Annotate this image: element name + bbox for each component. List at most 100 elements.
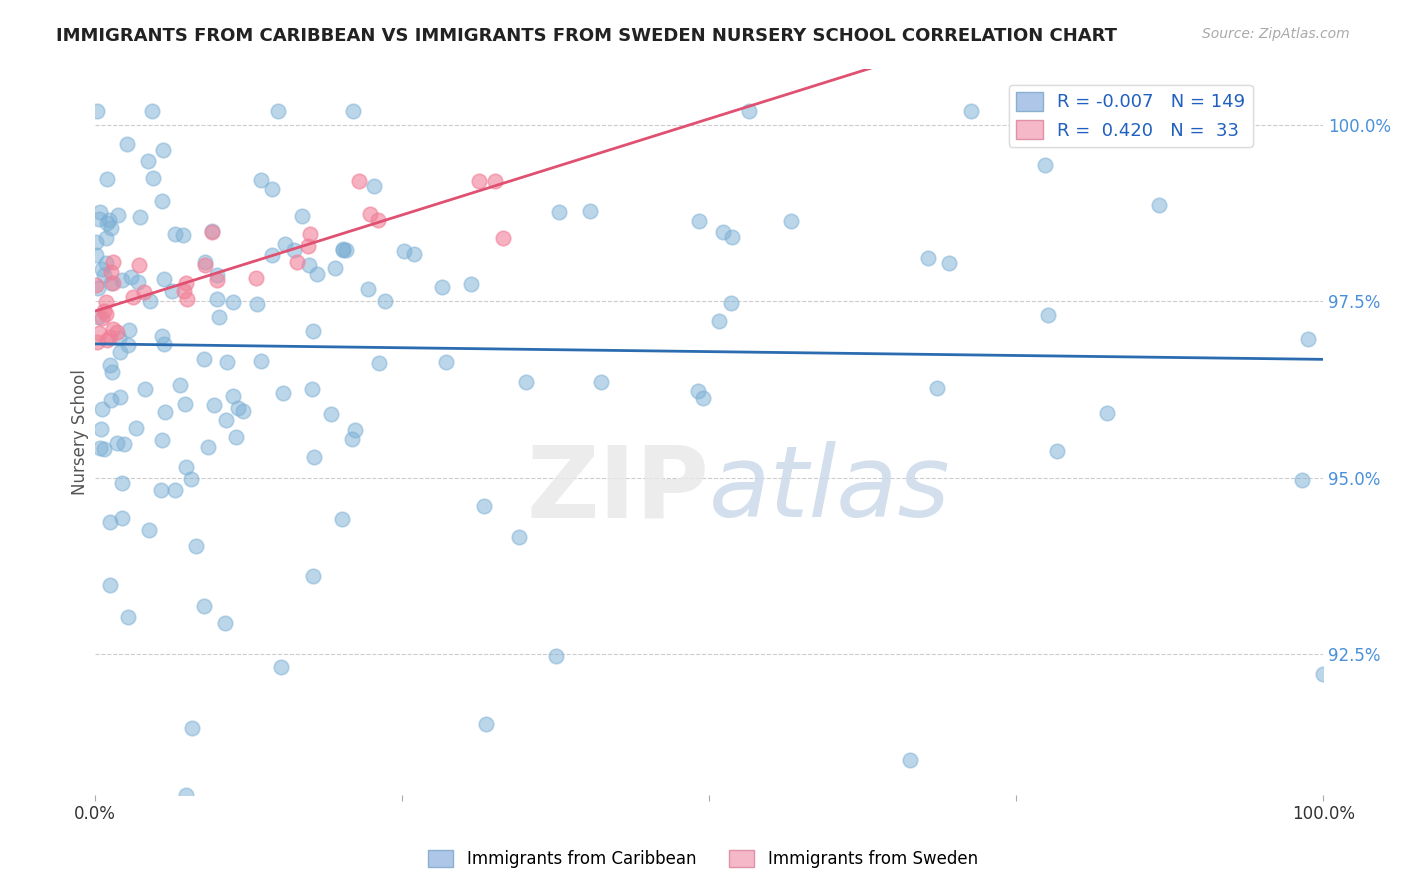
Point — [153, 405, 176, 419]
Point — [110, 476, 132, 491]
Point — [89, 204, 111, 219]
Point — [298, 258, 321, 272]
Point — [108, 331, 131, 345]
Point — [86, 335, 108, 350]
Point — [86, 235, 108, 249]
Point — [321, 407, 343, 421]
Point — [332, 244, 354, 258]
Point — [100, 265, 122, 279]
Point — [283, 244, 305, 258]
Point — [226, 401, 249, 416]
Point — [1097, 406, 1119, 420]
Point — [132, 285, 155, 300]
Point — [87, 280, 110, 294]
Point — [128, 210, 150, 224]
Point — [90, 401, 112, 416]
Point — [87, 310, 110, 324]
Point — [368, 356, 391, 370]
Point — [217, 354, 239, 368]
Point — [172, 227, 194, 242]
Point — [475, 717, 498, 731]
Point — [96, 307, 118, 321]
Point — [100, 276, 122, 290]
Point — [138, 293, 160, 308]
Point — [110, 273, 132, 287]
Point — [89, 212, 111, 227]
Point — [93, 268, 115, 283]
Point — [484, 174, 506, 188]
Point — [205, 273, 228, 287]
Point — [98, 515, 121, 529]
Legend: Immigrants from Caribbean, Immigrants from Sweden: Immigrants from Caribbean, Immigrants fr… — [422, 843, 984, 875]
Point — [193, 599, 215, 613]
Point — [301, 569, 323, 583]
Point — [136, 153, 159, 168]
Point — [93, 442, 115, 456]
Point — [153, 337, 176, 351]
Point — [105, 435, 128, 450]
Point — [101, 322, 124, 336]
Point — [152, 272, 174, 286]
Point — [160, 284, 183, 298]
Point — [260, 248, 283, 262]
Point — [394, 244, 416, 259]
Point — [343, 423, 366, 437]
Point — [250, 173, 273, 187]
Point — [201, 225, 224, 239]
Point — [100, 220, 122, 235]
Point — [150, 434, 173, 448]
Y-axis label: Nursery School: Nursery School — [72, 369, 89, 495]
Point — [141, 103, 163, 118]
Point — [134, 382, 156, 396]
Point — [173, 284, 195, 298]
Point — [174, 459, 197, 474]
Point — [174, 397, 197, 411]
Point — [707, 314, 730, 328]
Point — [122, 290, 145, 304]
Point — [332, 243, 354, 257]
Point — [245, 270, 267, 285]
Point — [301, 382, 323, 396]
Point — [152, 143, 174, 157]
Point — [94, 295, 117, 310]
Point — [363, 179, 385, 194]
Point — [89, 422, 111, 436]
Point — [96, 217, 118, 231]
Point — [94, 231, 117, 245]
Point — [779, 214, 801, 228]
Point — [84, 278, 107, 293]
Point — [305, 268, 328, 282]
Point — [460, 277, 482, 291]
Point — [96, 333, 118, 347]
Point — [270, 660, 292, 674]
Point — [91, 262, 114, 277]
Point — [120, 270, 142, 285]
Point — [101, 365, 124, 379]
Point — [86, 103, 108, 118]
Point — [688, 213, 710, 227]
Point — [1296, 332, 1319, 346]
Point — [127, 275, 149, 289]
Point — [98, 330, 121, 344]
Point — [117, 137, 139, 152]
Point — [118, 323, 141, 337]
Point — [117, 610, 139, 624]
Point — [273, 236, 295, 251]
Point — [232, 404, 254, 418]
Point — [201, 224, 224, 238]
Point — [90, 311, 112, 326]
Point — [589, 375, 612, 389]
Point — [404, 247, 426, 261]
Legend: R = -0.007   N = 149, R =  0.420   N =  33: R = -0.007 N = 149, R = 0.420 N = 33 — [1008, 85, 1253, 147]
Point — [721, 229, 744, 244]
Point — [686, 384, 709, 398]
Point — [214, 615, 236, 630]
Point — [194, 254, 217, 268]
Point — [432, 280, 454, 294]
Point — [125, 421, 148, 435]
Point — [163, 227, 186, 242]
Point — [960, 103, 983, 118]
Point — [193, 351, 215, 366]
Point — [221, 294, 243, 309]
Point — [142, 170, 165, 185]
